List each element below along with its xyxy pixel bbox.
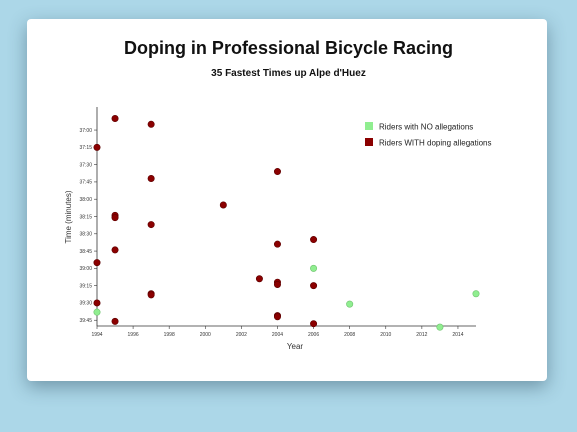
x-tick-label: 1994 (91, 332, 102, 338)
y-axis: 37:00 37:15 37:30 37:45 38:00 38:15 38:30 38:45… (79, 107, 98, 326)
data-points (93, 115, 480, 331)
data-point-no-allegations[interactable] (93, 308, 101, 316)
y-tick-label: 37:30 (79, 162, 92, 168)
data-point-with-allegations[interactable] (310, 282, 318, 290)
data-point-with-allegations[interactable] (273, 168, 281, 176)
data-point-with-allegations[interactable] (273, 281, 281, 289)
legend-swatch-no-allegations (365, 122, 373, 130)
x-tick-label: 2012 (416, 332, 427, 338)
y-tick-label: 38:00 (79, 197, 92, 203)
y-tick-label: 38:45 (79, 249, 92, 255)
y-tick-label: 38:30 (79, 232, 92, 238)
y-axis-label: Time (minutes) (64, 190, 73, 243)
x-tick-label: 1996 (128, 332, 139, 338)
x-axis-label: Year (287, 342, 304, 351)
data-point-no-allegations[interactable] (346, 300, 354, 308)
x-tick-label: 2004 (272, 332, 283, 338)
data-point-with-allegations[interactable] (93, 259, 101, 267)
data-point-no-allegations[interactable] (436, 323, 444, 331)
data-point-with-allegations[interactable] (310, 236, 318, 244)
legend-label-with-allegations: Riders WITH doping allegations (379, 139, 492, 148)
y-tick-label: 39:15 (79, 283, 92, 289)
y-tick-label: 39:00 (79, 266, 92, 272)
x-tick-label: 2000 (200, 332, 211, 338)
data-point-with-allegations[interactable] (147, 174, 155, 182)
y-tick-label: 37:15 (79, 145, 92, 151)
data-point-with-allegations[interactable] (111, 246, 119, 254)
data-point-with-allegations[interactable] (310, 320, 318, 328)
data-point-with-allegations[interactable] (111, 115, 119, 123)
data-point-with-allegations[interactable] (147, 221, 155, 229)
data-point-with-allegations[interactable] (147, 291, 155, 299)
x-tick-label: 2002 (236, 332, 247, 338)
legend-swatch-with-allegations (365, 138, 373, 146)
data-point-with-allegations[interactable] (273, 313, 281, 321)
chart-title: Doping in Professional Bicycle Racing (123, 38, 454, 58)
data-point-with-allegations[interactable] (255, 275, 263, 283)
y-tick-label: 39:30 (79, 301, 92, 307)
data-point-with-allegations[interactable] (93, 143, 101, 151)
data-point-no-allegations[interactable] (472, 290, 480, 298)
chart-subtitle: 35 Fastest Times up Alpe d'Huez (211, 68, 366, 79)
y-tick-label: 37:00 (79, 128, 92, 134)
data-point-with-allegations[interactable] (111, 317, 119, 325)
data-point-with-allegations[interactable] (273, 240, 281, 248)
y-tick-label: 39:45 (79, 318, 92, 324)
data-point-with-allegations[interactable] (93, 299, 101, 307)
data-point-with-allegations[interactable] (219, 201, 227, 209)
legend: Riders with NO allegations Riders WITH d… (365, 122, 492, 148)
x-tick-label: 2008 (344, 332, 355, 338)
legend-label-no-allegations: Riders with NO allegations (379, 123, 473, 132)
data-point-with-allegations[interactable] (147, 120, 155, 128)
data-point-no-allegations[interactable] (310, 264, 318, 272)
x-tick-label: 2006 (308, 332, 319, 338)
y-tick-label: 37:45 (79, 180, 92, 186)
x-tick-label: 1998 (164, 332, 175, 338)
x-axis: 1994 1996 1998 2000 2002 2004 2006 2008 2010 2012… (91, 325, 476, 338)
y-tick-label: 38:15 (79, 214, 92, 220)
x-tick-label: 2014 (452, 332, 463, 338)
x-tick-label: 2010 (380, 332, 391, 338)
data-point-with-allegations[interactable] (111, 214, 119, 222)
